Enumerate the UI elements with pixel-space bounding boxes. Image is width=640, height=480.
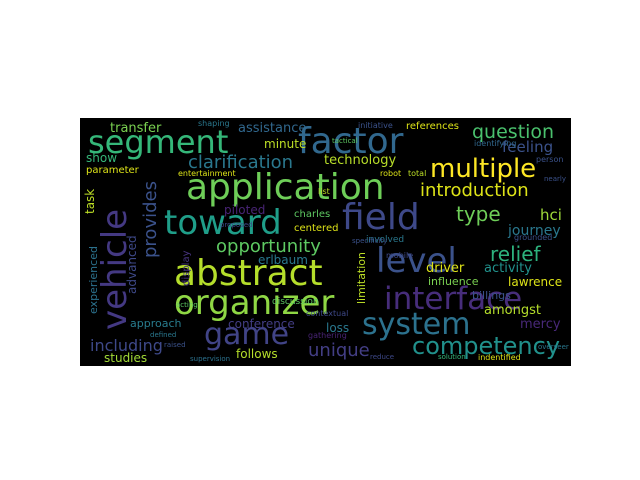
word-indentified: indentified bbox=[478, 353, 521, 362]
word-limitation: limitation bbox=[355, 251, 368, 304]
word-experienced: experienced bbox=[87, 246, 100, 314]
word-list: list bbox=[318, 187, 330, 196]
word-competency: competency bbox=[412, 332, 561, 360]
word-tactical: tactical bbox=[332, 137, 358, 145]
word-level: level bbox=[376, 241, 457, 281]
word-person: person bbox=[536, 155, 564, 164]
word-involved: involved bbox=[366, 235, 405, 245]
word-abstract: abstract bbox=[174, 253, 323, 294]
word-show: show bbox=[86, 151, 118, 165]
word-technology: technology bbox=[324, 153, 397, 168]
word-defined: defined bbox=[150, 331, 177, 339]
word-display: display bbox=[181, 250, 192, 286]
word-transfer: transfer bbox=[110, 121, 162, 136]
word-type: type bbox=[456, 202, 501, 226]
word-identifying: identifying bbox=[474, 139, 517, 148]
word-entertainment: entertainment bbox=[178, 169, 236, 178]
word-minute: minute bbox=[264, 137, 307, 151]
word-erlbaum: erlbaum bbox=[258, 253, 308, 267]
word-opportunity: opportunity bbox=[216, 236, 321, 257]
word-driver: driver bbox=[426, 261, 465, 276]
word-relief: relief bbox=[490, 242, 541, 266]
word-references: references bbox=[406, 121, 459, 132]
word-organizer: organizer bbox=[174, 283, 335, 323]
word-overseer: overseer bbox=[538, 343, 569, 351]
word-discussion: discussion bbox=[272, 297, 319, 307]
word-journey: journey bbox=[508, 223, 561, 239]
word-mercy: mercy bbox=[520, 317, 561, 332]
word-advanced: advanced bbox=[125, 235, 139, 294]
word-gathering: gathering bbox=[308, 331, 347, 340]
word-mobile: mobile bbox=[386, 251, 414, 260]
word-specificity: specificity bbox=[352, 237, 388, 245]
word-cloud: segment factor application toward field … bbox=[80, 118, 571, 366]
word-provides: provides bbox=[140, 181, 161, 258]
word-conference: conference bbox=[228, 317, 295, 331]
word-assistance: assistance bbox=[238, 121, 307, 136]
word-interface: interface bbox=[384, 281, 523, 317]
word-total: total bbox=[408, 169, 427, 178]
word-clarification: clarification bbox=[188, 152, 294, 173]
word-system: system bbox=[362, 307, 471, 342]
word-approach: approach bbox=[130, 317, 182, 330]
word-reduce: reduce bbox=[370, 353, 395, 361]
word-supervision: supervision bbox=[190, 355, 231, 363]
word-charles: charles bbox=[294, 209, 331, 220]
word-game: game bbox=[204, 317, 290, 352]
word-robot: robot bbox=[380, 169, 402, 178]
word-proposed: proposed bbox=[220, 221, 253, 229]
word-centered: centered bbox=[294, 223, 339, 234]
word-hci: hci bbox=[540, 206, 562, 224]
word-application: application bbox=[186, 167, 385, 208]
word-introduction: introduction bbox=[420, 180, 529, 201]
word-lawrence: lawrence bbox=[508, 275, 563, 289]
word-field: field bbox=[342, 197, 420, 238]
word-toward: toward bbox=[164, 203, 282, 243]
word-parameter: parameter bbox=[86, 165, 139, 176]
word-segment: segment bbox=[88, 123, 229, 161]
word-solution: solution bbox=[438, 353, 466, 361]
word-amongst: amongst bbox=[484, 303, 541, 318]
word-contextual: contextual bbox=[306, 309, 349, 318]
word-shaping: shaping bbox=[198, 119, 230, 128]
word-initiative: initiative bbox=[358, 121, 393, 130]
word-including: including bbox=[90, 336, 163, 355]
word-grounded: grounded bbox=[514, 233, 553, 242]
word-raised: raised bbox=[164, 341, 186, 349]
word-follows: follows bbox=[236, 347, 278, 361]
word-factor: factor bbox=[298, 121, 404, 162]
word-piloted: piloted bbox=[224, 203, 266, 217]
word-nearly: nearly bbox=[544, 175, 566, 183]
word-multiple: multiple bbox=[430, 154, 537, 184]
word-billings: billings bbox=[472, 289, 511, 302]
word-unique: unique bbox=[308, 340, 370, 361]
word-acting: acting bbox=[176, 301, 198, 309]
word-feeling: feeling bbox=[502, 138, 554, 156]
word-studies: studies bbox=[104, 351, 148, 365]
word-question: question bbox=[472, 121, 555, 143]
word-task: task bbox=[83, 188, 97, 214]
word-influence: influence bbox=[428, 275, 479, 288]
word-activity: activity bbox=[484, 261, 532, 276]
word-loss: loss bbox=[326, 321, 350, 335]
